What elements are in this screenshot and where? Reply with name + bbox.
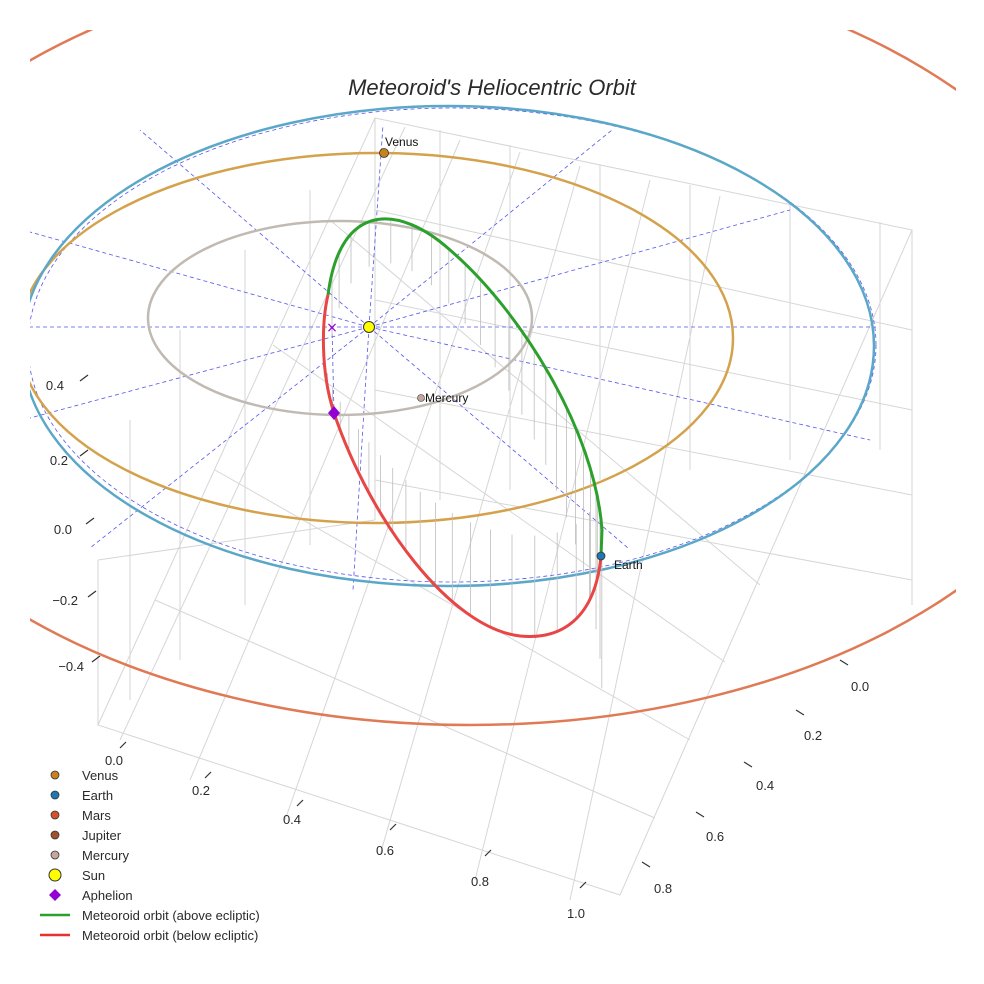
legend-item-mercury[interactable]: Mercury [38, 845, 260, 865]
legend-label: Jupiter [82, 827, 122, 843]
earth-orbit-ring [30, 104, 876, 588]
z-tick-label: 0.4 [46, 378, 64, 393]
z-axis: 0.4 0.2 0.0 −0.2 −0.4 [46, 374, 101, 674]
legend-item-earth[interactable]: Earth [38, 785, 260, 805]
circle-marker-icon [38, 825, 72, 845]
y-tick-label: 0.0 [851, 679, 869, 694]
circle-marker-icon [38, 785, 72, 805]
z-tick-label: −0.2 [52, 593, 78, 608]
legend-item-orbit-below[interactable]: Meteoroid orbit (below ecliptic) [38, 925, 260, 945]
y-tick-label: 0.6 [706, 829, 724, 844]
legend-item-mars[interactable]: Mars [38, 805, 260, 825]
legend-item-jupiter[interactable]: Jupiter [38, 825, 260, 845]
mercury-label: Mercury [425, 391, 468, 405]
x-tick-label: 0.8 [471, 874, 489, 889]
z-tick-label: 0.2 [50, 453, 68, 468]
x-tick-label: 0.4 [283, 812, 301, 827]
legend-label: Aphelion [82, 887, 133, 903]
meteoroid-orbit-below [321, 294, 603, 638]
points: Venus Earth Mercury × [326, 135, 643, 572]
earth-point [596, 551, 606, 561]
x-tick-label: 1.0 [567, 906, 585, 921]
diamond-marker-icon [38, 885, 72, 905]
meteoroid-orbit-above [326, 217, 604, 557]
x-tick-label: 0.6 [376, 843, 394, 858]
legend-label: Earth [82, 787, 114, 803]
circle-marker-icon [38, 805, 72, 825]
y-tick-label: 0.8 [654, 881, 672, 896]
mars-orbit-ring [30, 30, 956, 727]
sun-point [363, 321, 375, 333]
planet-orbit-rings [30, 30, 956, 727]
legend: Venus Earth Mars Jupiter Mercury Sun Aph… [38, 765, 260, 945]
venus-point [379, 148, 389, 158]
x-axis: 0.0 0.2 0.4 0.6 0.8 1.0 [105, 741, 587, 921]
x-tick-label: 0.0 [105, 753, 123, 768]
z-tick-label: −0.4 [58, 659, 84, 674]
circle-marker-icon [38, 765, 72, 785]
venus-orbit-ring [30, 151, 735, 525]
earth-label: Earth [614, 558, 643, 572]
circle-marker-icon [38, 865, 72, 885]
legend-label: Mercury [82, 847, 129, 863]
line-marker-icon [38, 925, 72, 945]
grid-lines [97, 117, 913, 901]
legend-item-aphelion[interactable]: Aphelion [38, 885, 260, 905]
legend-label: Meteoroid orbit (below ecliptic) [82, 927, 259, 943]
legend-item-orbit-above[interactable]: Meteoroid orbit (above ecliptic) [38, 905, 260, 925]
y-tick-label: 0.4 [756, 778, 774, 793]
aphelion-projection-marker: × [326, 320, 338, 336]
line-marker-icon [38, 905, 72, 925]
legend-label: Meteoroid orbit (above ecliptic) [82, 907, 260, 923]
y-axis: 0.0 0.2 0.4 0.6 0.8 [641, 659, 869, 896]
mercury-point [417, 394, 425, 402]
chart-title: Meteoroid's Heliocentric Orbit [348, 75, 637, 100]
legend-item-venus[interactable]: Venus [38, 765, 260, 785]
venus-label: Venus [385, 135, 418, 149]
x-tick-label: 0.2 [192, 783, 210, 798]
legend-label: Venus [82, 767, 119, 783]
legend-label: Mars [82, 807, 111, 823]
stem-lines [322, 219, 603, 689]
legend-item-sun[interactable]: Sun [38, 865, 260, 885]
legend-label: Sun [82, 867, 106, 883]
circle-marker-icon [38, 845, 72, 865]
aphelion-point [328, 406, 340, 420]
y-tick-label: 0.2 [804, 728, 822, 743]
z-tick-label: 0.0 [54, 522, 72, 537]
